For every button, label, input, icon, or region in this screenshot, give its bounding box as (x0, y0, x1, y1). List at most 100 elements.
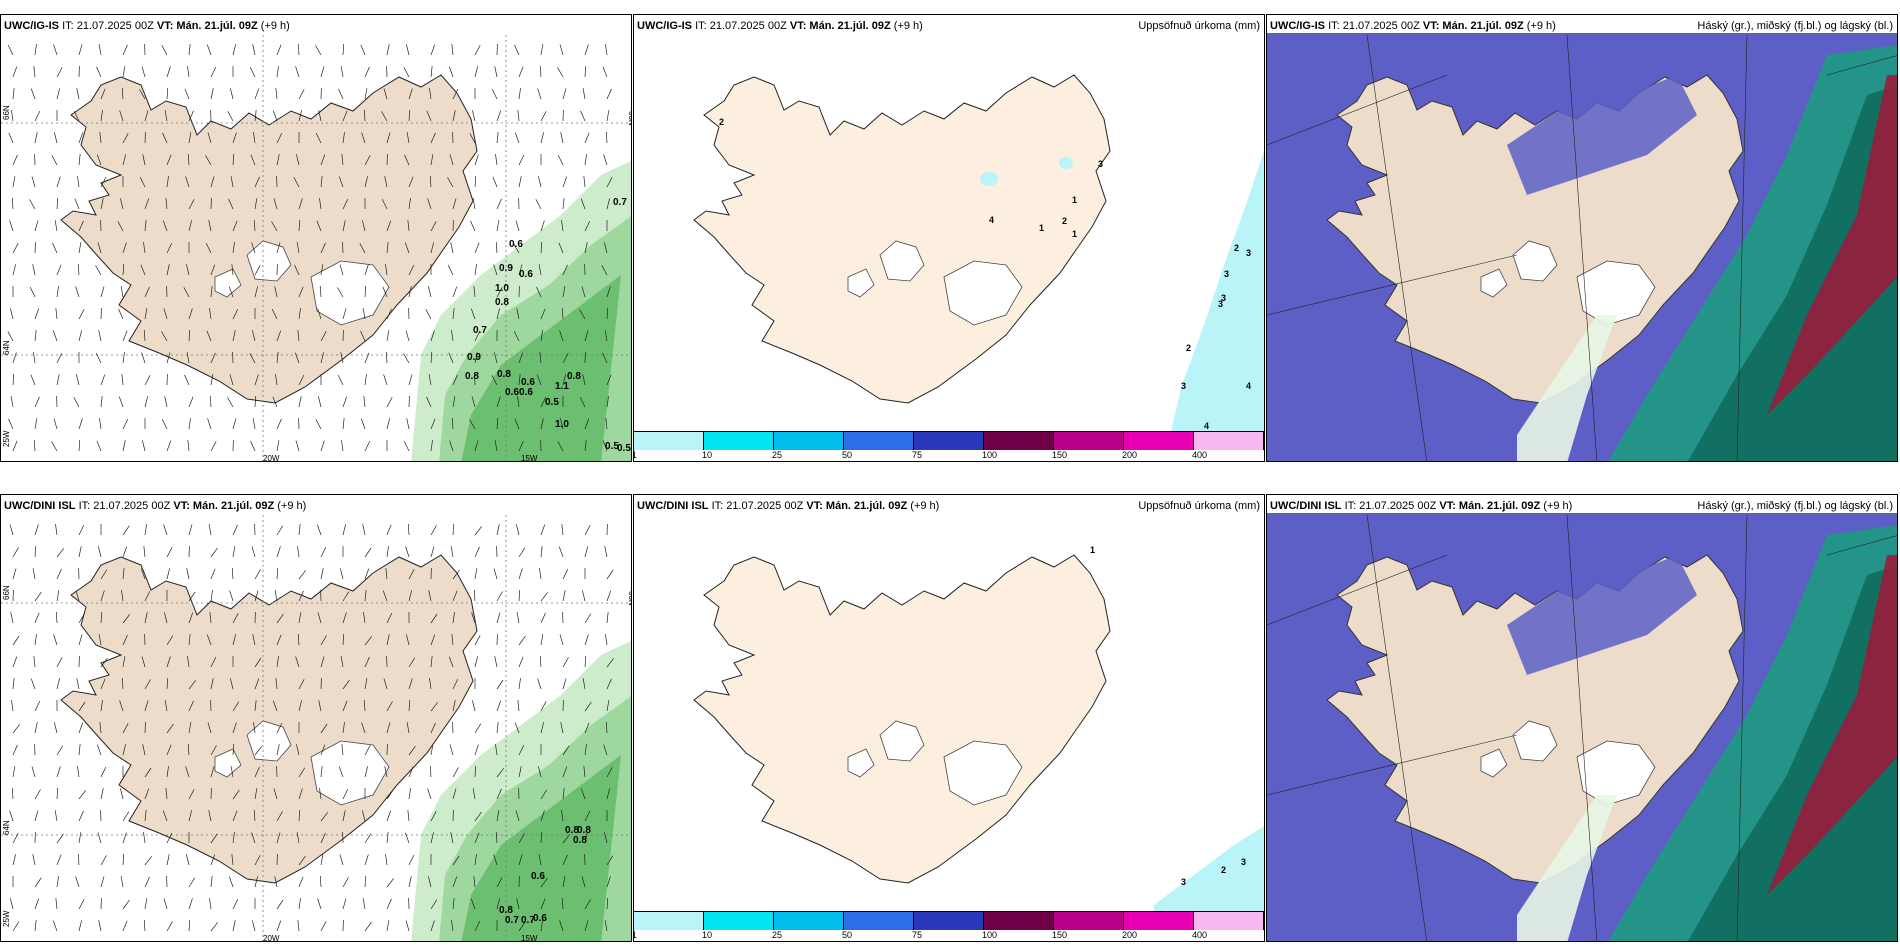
wind-barb (166, 440, 172, 452)
wind-barb (121, 374, 124, 386)
wind-barb (188, 220, 193, 232)
wind-barb (100, 788, 104, 800)
wind-barb (517, 110, 520, 122)
wind-barb (342, 198, 349, 210)
wind-barb (34, 44, 37, 56)
wind-barb (9, 898, 14, 910)
wind-barb (562, 745, 570, 756)
wind-barb (450, 546, 454, 558)
wind-barb (253, 220, 256, 232)
wind-barb (139, 89, 146, 100)
wind-barb (386, 612, 393, 624)
wind-barb (210, 745, 217, 756)
wind-barb (386, 524, 392, 536)
precip-value-label: 0.7 (521, 915, 535, 926)
glacier (943, 260, 1023, 326)
wind-barb (430, 525, 437, 536)
wind-barb (34, 330, 37, 342)
panel-header: UWC/IG-IS IT: 21.07.2025 00Z VT: Mán. 21… (1, 17, 631, 35)
wind-barb (363, 612, 366, 624)
wind-barb (100, 678, 106, 690)
wind-barb (34, 110, 41, 122)
wind-barb (540, 592, 549, 602)
wind-barb (294, 352, 300, 364)
wind-barb (584, 920, 589, 932)
wind-barb (496, 788, 502, 800)
legend-ticks: 1 10 25 50 75 100 150 200 400 (634, 450, 1264, 461)
legend-swatch (1054, 432, 1124, 450)
wind-barb (496, 524, 500, 536)
wind-barb (364, 876, 367, 888)
wind-barb (161, 331, 168, 342)
wind-barb (474, 811, 482, 822)
wind-barb (405, 546, 410, 558)
precip-value-label: 0.5 (617, 443, 631, 454)
wind-barb (207, 722, 212, 734)
wind-barb (232, 154, 235, 166)
wind-barb (276, 722, 283, 734)
wind-barb (144, 700, 149, 712)
wind-barb (51, 155, 58, 166)
glacier (847, 748, 875, 778)
wind-barb (364, 264, 369, 276)
wind-barb (605, 722, 608, 734)
wind-barb (364, 590, 367, 602)
wind-barb (295, 744, 300, 756)
wind-barb (253, 722, 256, 734)
wind-barb (210, 547, 218, 558)
wind-barb (408, 854, 415, 866)
legend-swatch (1124, 912, 1194, 930)
wind-barb (122, 634, 128, 646)
wind-barb (166, 242, 173, 254)
wind-barb (188, 396, 194, 408)
wind-barb (450, 832, 454, 844)
wind-barb (55, 898, 58, 910)
wind-barb (232, 613, 239, 624)
valid-time: VT: Mán. 21.júl. 09Z (1439, 500, 1541, 512)
wind-barb (340, 656, 344, 668)
wind-barb (337, 287, 344, 298)
low-cloud-patch (1507, 555, 1697, 675)
wind-barb (163, 612, 168, 624)
wind-barb (276, 66, 279, 78)
wind-barb (12, 88, 15, 100)
wind-barb (120, 876, 124, 888)
wind-barb (210, 833, 218, 844)
wind-barb (496, 700, 502, 712)
wind-barb (78, 701, 86, 712)
wind-barb (188, 700, 194, 712)
wind-barb (271, 308, 278, 320)
glacier (1576, 260, 1656, 326)
wind-barb (584, 418, 590, 430)
wind-barb (517, 700, 520, 712)
lon-label-15w: 15W (521, 454, 538, 462)
wind-barb (34, 524, 39, 536)
glacier (1512, 240, 1558, 282)
wind-barb (320, 812, 329, 822)
legend-swatch (1194, 432, 1264, 450)
lat-label-64n: 64N (2, 820, 11, 835)
wind-barb (364, 352, 370, 364)
wind-barb (317, 612, 322, 624)
wind-barb (254, 766, 260, 778)
wind-barb (185, 854, 190, 866)
wind-barb (56, 876, 59, 888)
wind-barb (11, 788, 14, 800)
wind-barb (34, 396, 40, 408)
precip-value-label: 0.8 (465, 371, 479, 382)
wind-barb (582, 678, 586, 690)
model-name: UWC/IG-IS (4, 20, 59, 32)
wind-barb (320, 331, 327, 342)
wind-barb (210, 854, 216, 866)
wind-barb (229, 678, 234, 690)
wind-barb (78, 44, 83, 56)
wind-barb (605, 44, 608, 56)
wind-barb (207, 418, 212, 430)
wind-barb (496, 308, 501, 320)
init-time: IT: 21.07.2025 00Z (1328, 20, 1420, 32)
precip-value-label: 0.8 (497, 369, 511, 380)
wind-barb (408, 590, 413, 602)
wind-barb (342, 679, 350, 690)
wind-barb (275, 678, 278, 690)
iceland-land (693, 74, 1111, 404)
